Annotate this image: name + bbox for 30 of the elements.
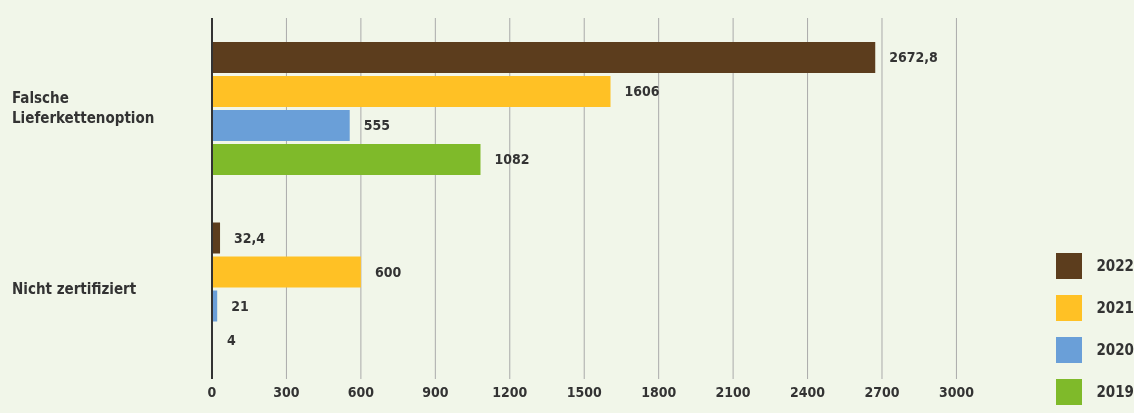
bar [212,110,350,141]
x-tick-label: 300 [273,383,300,400]
y-tick-label: Nicht zertifiziert [12,279,137,298]
data-label: 4 [226,331,236,348]
legend-label: 2020 [1096,341,1134,359]
data-label: 21 [231,297,249,314]
bar [212,42,876,73]
x-tick-label: 2700 [864,383,900,400]
bar [212,144,481,175]
data-label: 1082 [494,151,530,168]
data-label: 1606 [624,83,660,100]
legend-label: 2021 [1096,299,1134,317]
x-tick-label: 600 [347,383,375,400]
x-tick-label: 0 [207,383,217,400]
data-label: 555 [363,117,391,134]
x-tick-label: 2100 [715,383,751,400]
data-label: 32,4 [234,229,266,246]
bar [212,76,611,107]
x-tick-label: 3000 [938,383,975,400]
x-tick-label: 1800 [641,383,677,400]
legend-label: 2022 [1096,257,1134,275]
data-label: 2672,8 [889,49,938,66]
x-tick-label: 900 [422,383,449,400]
x-tick-label: 2400 [790,383,826,400]
legend-label: 2019 [1096,383,1134,401]
data-label: 600 [374,263,402,280]
x-tick-label: 1200 [492,383,528,400]
y-tick-label: Falsche Lieferkettenoption [12,89,155,128]
x-tick-label: 1500 [566,383,602,400]
bar [212,256,361,288]
